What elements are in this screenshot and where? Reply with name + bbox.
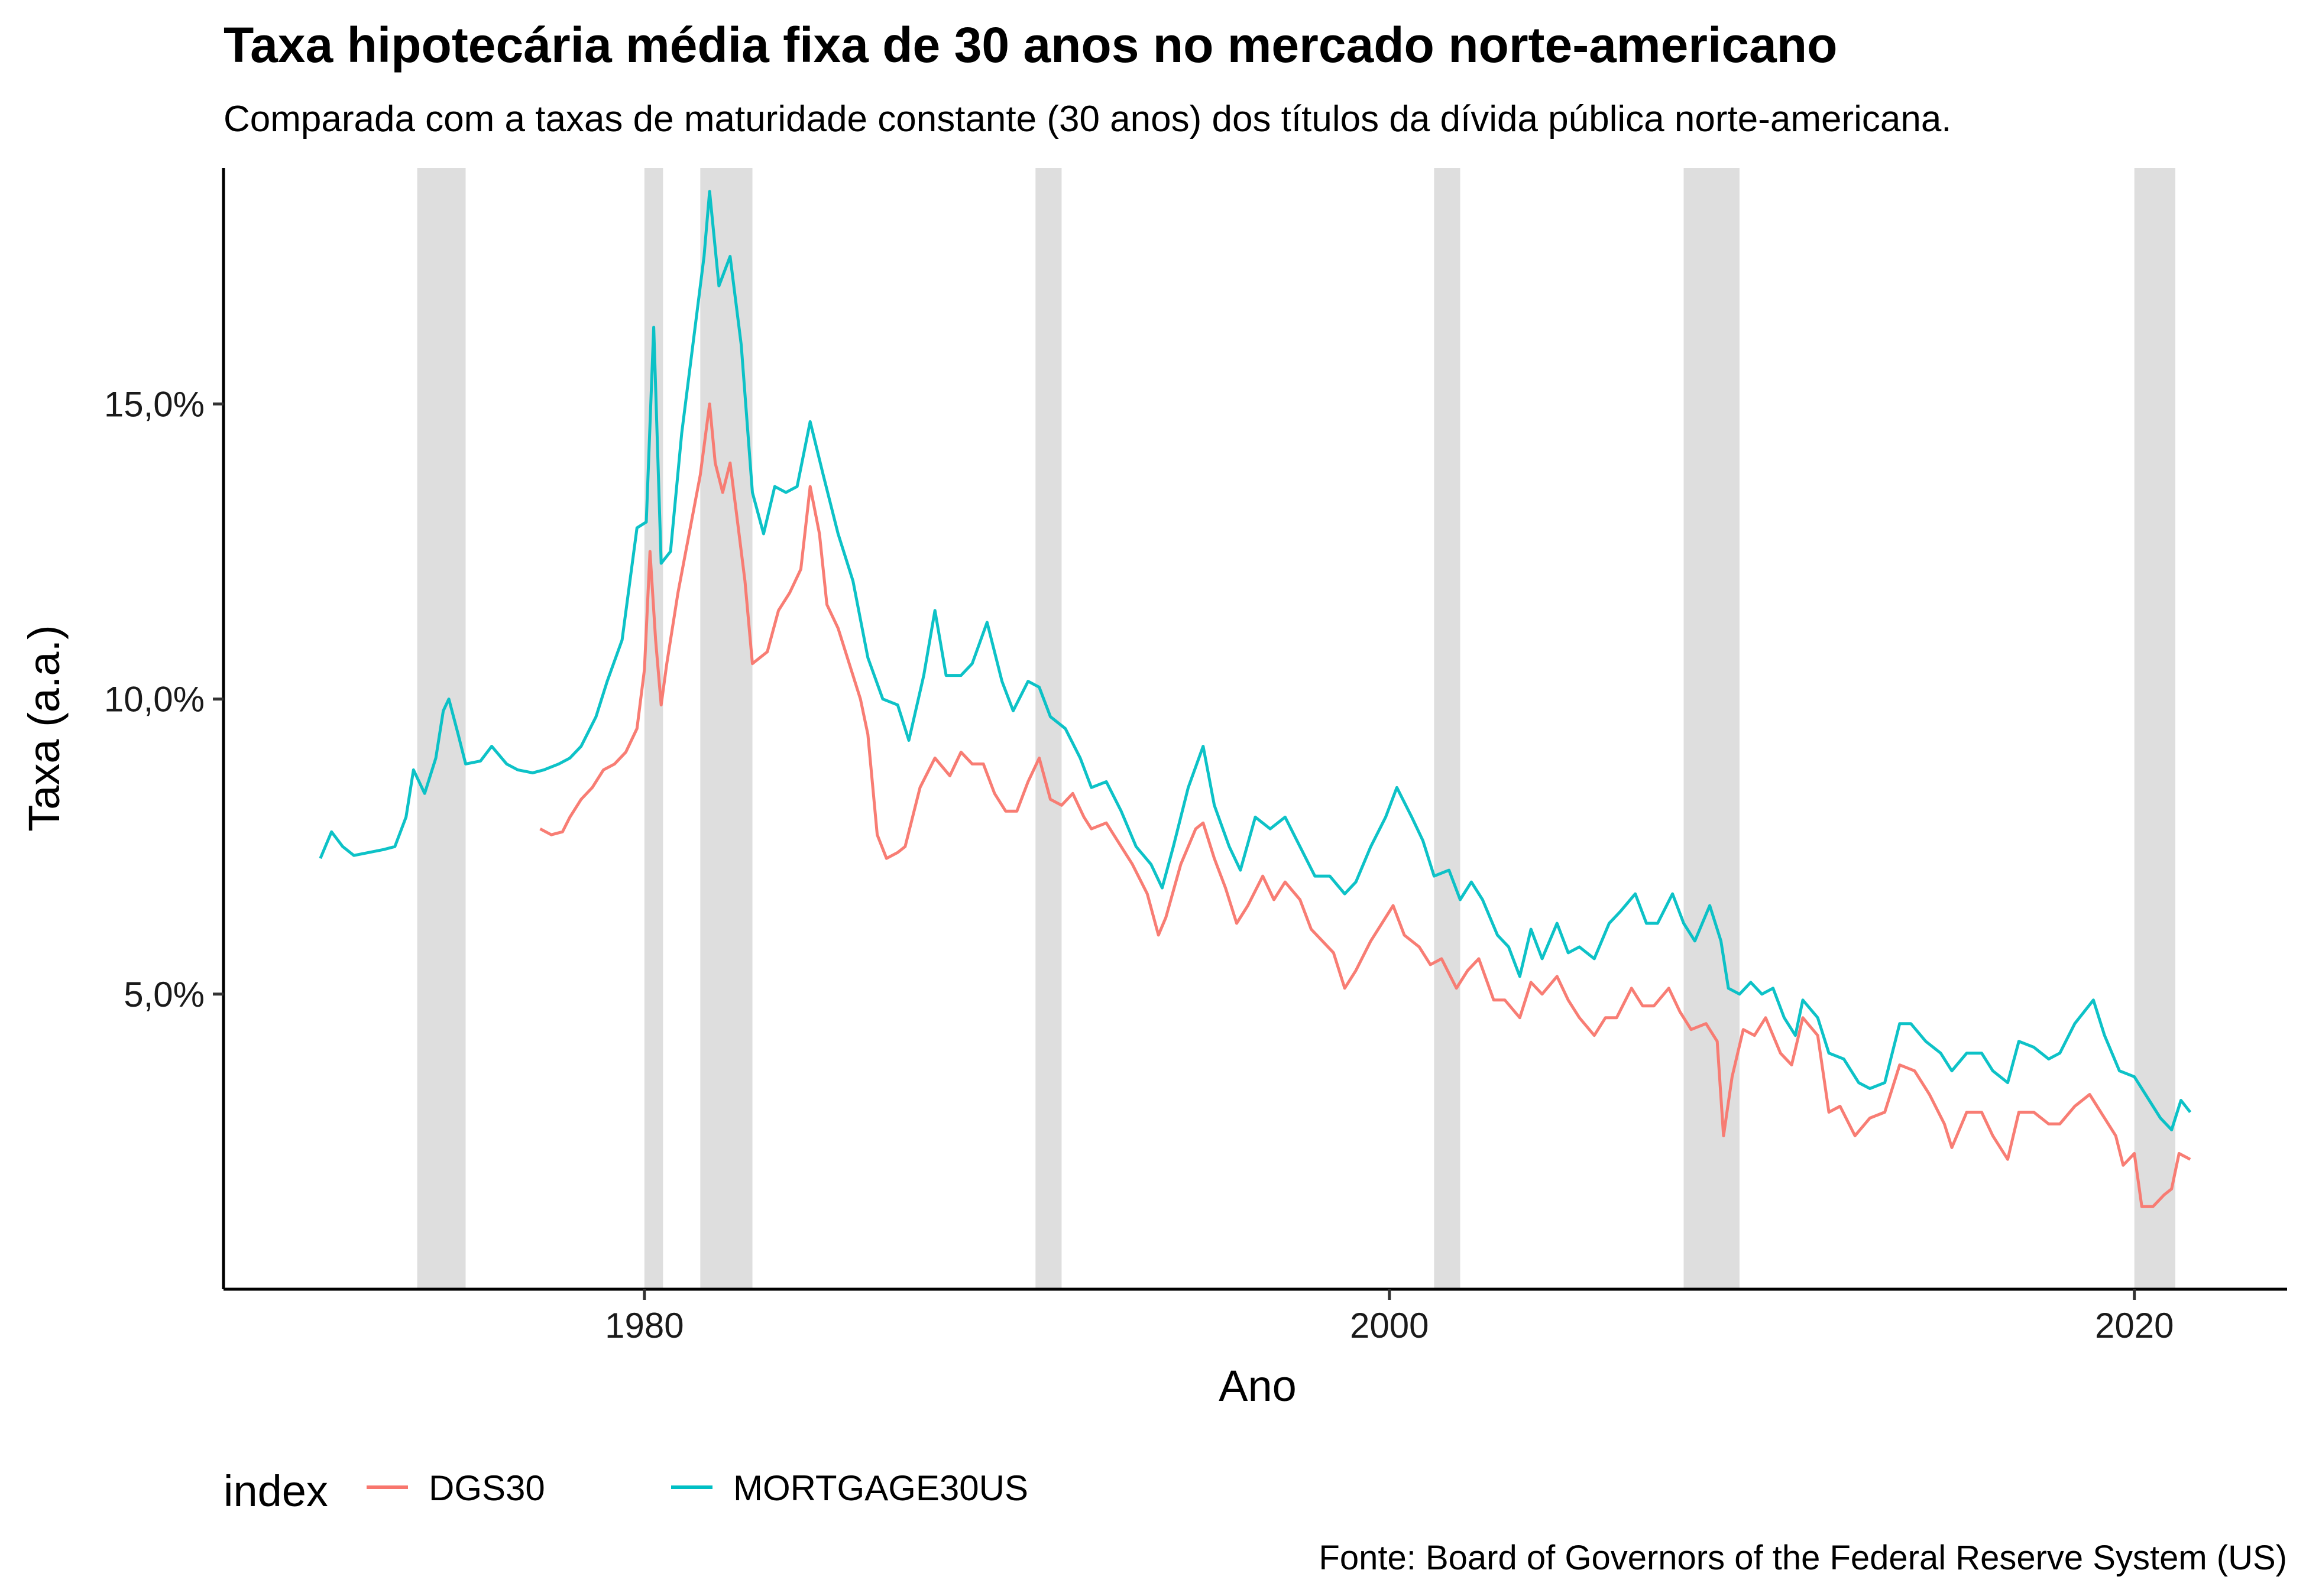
legend-label-dgs30: DGS30 — [429, 1468, 545, 1508]
y-tick-label: 5,0% — [124, 975, 205, 1014]
legend-label-mortgage30us: MORTGAGE30US — [733, 1468, 1028, 1508]
x-axis-ticks: 1980 2000 2020 — [605, 1289, 2174, 1345]
recession-band — [1434, 168, 1460, 1289]
y-axis-title: Taxa (a.a.) — [20, 625, 69, 832]
recession-band — [1035, 168, 1062, 1289]
legend: index DGS30 MORTGAGE30US — [224, 1467, 1028, 1516]
recession-band — [2134, 168, 2176, 1289]
y-tick-label: 10,0% — [104, 680, 205, 719]
x-tick-label: 2020 — [2095, 1306, 2174, 1345]
x-axis-title: Ano — [1219, 1361, 1297, 1410]
legend-title: index — [224, 1467, 328, 1516]
x-tick-label: 2000 — [1350, 1306, 1429, 1345]
series-lines — [319, 190, 2192, 1208]
series-line-mortgage30us — [319, 190, 2192, 1131]
plot-panel — [319, 168, 2192, 1289]
recession-bands — [417, 168, 2176, 1289]
x-tick-label: 1980 — [605, 1306, 684, 1345]
chart-subtitle: Comparada com a taxas de maturidade cons… — [224, 99, 1952, 140]
y-axis-ticks: 5,0% 10,0% 15,0% — [104, 384, 224, 1014]
legend-items: DGS30 MORTGAGE30US — [367, 1468, 1028, 1508]
source-caption: Fonte: Board of Governors of the Federal… — [1319, 1539, 2287, 1577]
recession-band — [700, 168, 753, 1289]
series-line-dgs30 — [539, 402, 2191, 1208]
chart-title: Taxa hipotecária média fixa de 30 anos n… — [224, 17, 1837, 73]
y-tick-label: 15,0% — [104, 384, 205, 424]
recession-band — [1683, 168, 1740, 1289]
